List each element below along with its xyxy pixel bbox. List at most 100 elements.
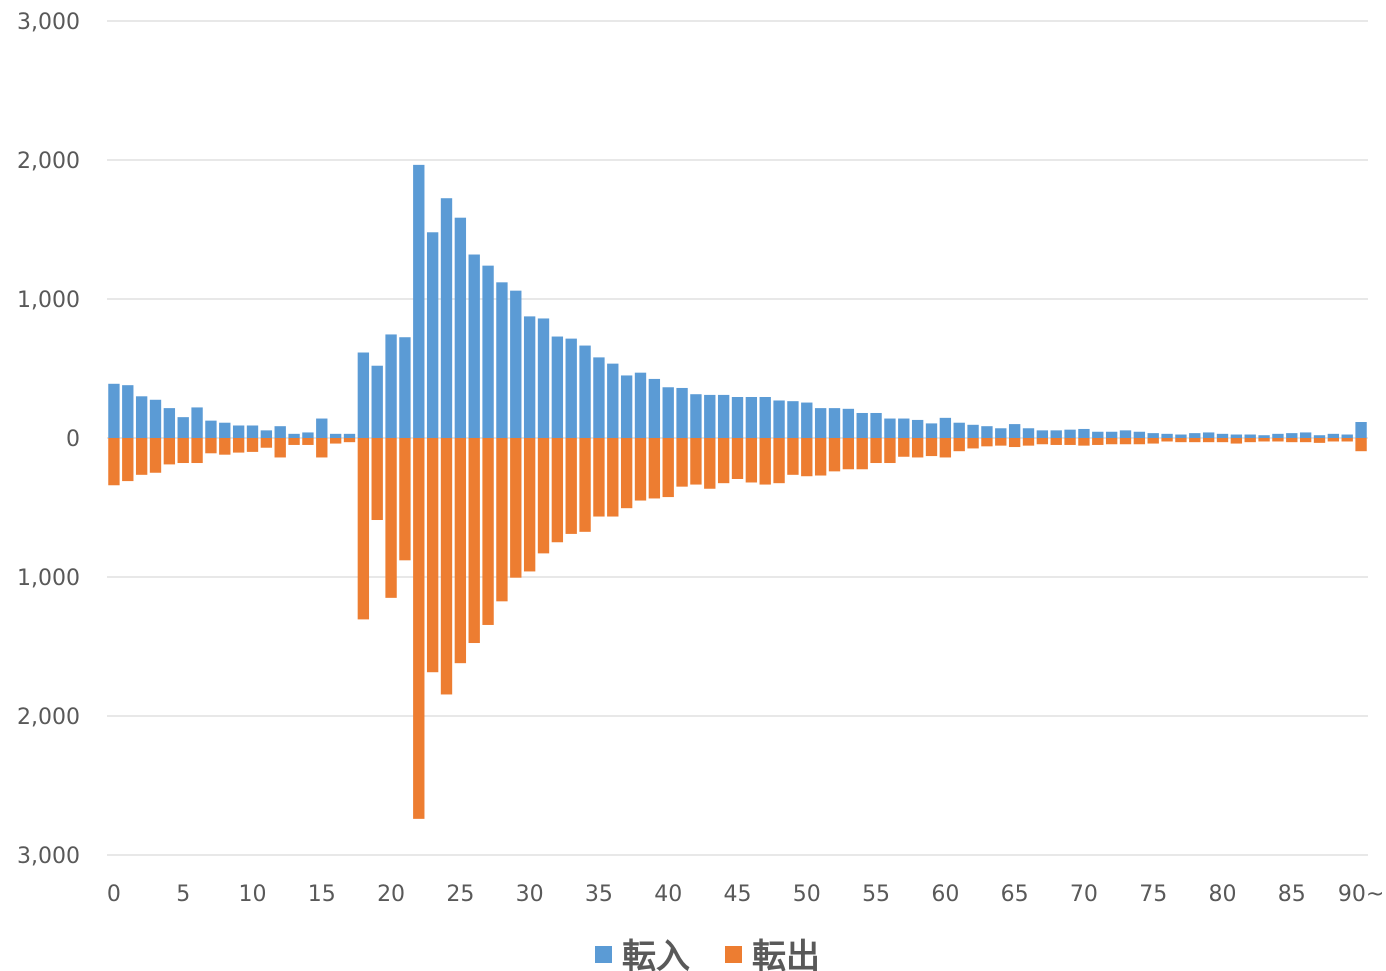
inflow-bar-3: [149, 399, 162, 438]
outflow-bar-64: [995, 438, 1007, 446]
inflow-bar-74: [1133, 431, 1146, 438]
outflow-bar-32: [551, 438, 564, 543]
inflow-bar-12: [274, 426, 286, 438]
outflow-bar-30: [523, 438, 536, 572]
outflow-bar-4: [163, 438, 176, 465]
outflow-bar-12: [274, 438, 286, 458]
inflow-bar-40: [662, 387, 674, 438]
outflow-bar-69: [1064, 438, 1076, 445]
inflow-bar-14: [302, 432, 314, 438]
outflow-bar-23: [426, 438, 439, 673]
x-tick-label: 90~: [1338, 882, 1384, 907]
y-tick-label: 2,000: [17, 705, 80, 730]
inflow-bar-70: [1078, 428, 1090, 438]
outflow-bar-8: [219, 438, 231, 455]
outflow-bar-57: [898, 438, 910, 457]
x-tick-label: 85: [1278, 882, 1306, 907]
outflow-bar-90~: [1355, 438, 1367, 452]
outflow-bar-22: [413, 438, 425, 819]
inflow-bar-11: [260, 430, 273, 438]
inflow-bar-75: [1147, 433, 1159, 438]
outflow-bar-55: [870, 438, 882, 464]
inflow-bar-44: [717, 394, 730, 438]
inflow-bar-13: [288, 433, 300, 438]
inflow-bar-52: [828, 408, 841, 438]
outflow-bar-77: [1175, 438, 1187, 443]
inflow-bar-71: [1092, 431, 1104, 438]
outflow-bar-73: [1119, 438, 1132, 445]
outflow-bar-44: [717, 438, 730, 484]
outflow-bar-13: [288, 438, 300, 445]
inflow-bar-72: [1105, 431, 1118, 438]
outflow-bar-46: [745, 438, 758, 483]
outflow-bar-43: [704, 438, 716, 489]
outflow-bar-79: [1202, 438, 1215, 443]
x-tick-label: 10: [239, 882, 267, 907]
x-tick-label: 30: [516, 882, 544, 907]
series-inflow-bars: [108, 164, 1367, 439]
inflow-bar-7: [205, 420, 217, 439]
inflow-bar-47: [759, 397, 771, 438]
legend-swatch-inflow: [595, 946, 612, 963]
inflow-bar-16: [329, 433, 342, 438]
x-tick-label: 5: [176, 882, 190, 907]
outflow-bar-58: [911, 438, 924, 458]
outflow-bar-63: [981, 438, 993, 447]
inflow-bar-31: [537, 318, 550, 438]
outflow-bar-11: [260, 438, 273, 448]
x-tick-label: 75: [1139, 882, 1167, 907]
inflow-bar-66: [1022, 428, 1035, 438]
outflow-bar-59: [925, 438, 938, 457]
inflow-bar-25: [454, 217, 467, 438]
outflow-bar-60: [939, 438, 952, 458]
outflow-bar-47: [759, 438, 771, 485]
y-tick-label: 0: [66, 427, 80, 452]
outflow-bar-40: [662, 438, 674, 498]
outflow-bar-86: [1299, 438, 1312, 443]
inflow-bar-43: [704, 394, 716, 438]
inflow-bar-10: [246, 425, 259, 438]
inflow-bar-29: [510, 290, 522, 438]
outflow-bar-35: [593, 438, 605, 517]
inflow-bar-46: [745, 397, 758, 438]
outflow-bar-0: [108, 438, 120, 486]
inflow-bar-85: [1286, 433, 1298, 438]
x-tick-label: 45: [724, 882, 752, 907]
outflow-bar-24: [440, 438, 453, 695]
inflow-bar-86: [1299, 432, 1312, 438]
legend-swatch-outflow: [725, 946, 742, 963]
inflow-bar-69: [1064, 429, 1076, 438]
legend-item-inflow: 転入: [595, 937, 690, 971]
x-tick-label: 25: [446, 882, 474, 907]
inflow-bar-36: [607, 363, 619, 438]
outflow-bar-62: [967, 438, 979, 449]
outflow-bar-61: [953, 438, 965, 452]
outflow-bar-83: [1258, 438, 1270, 442]
outflow-bar-75: [1147, 438, 1159, 444]
inflow-bar-87: [1313, 435, 1326, 438]
inflow-bar-20: [385, 334, 397, 438]
inflow-bar-9: [232, 425, 245, 438]
legend: 転入 転出: [595, 937, 820, 971]
outflow-bar-38: [634, 438, 647, 501]
inflow-bar-63: [981, 426, 993, 438]
inflow-bar-41: [676, 387, 688, 438]
outflow-bar-51: [814, 438, 827, 476]
inflow-bar-76: [1161, 433, 1173, 438]
inflow-bar-83: [1258, 435, 1270, 438]
outflow-bar-70: [1078, 438, 1090, 446]
outflow-bar-89: [1341, 438, 1353, 442]
outflow-bar-84: [1272, 438, 1284, 442]
inflow-bar-56: [884, 418, 896, 438]
inflow-bar-58: [911, 419, 924, 438]
inflow-bar-68: [1050, 430, 1062, 438]
inflow-bar-77: [1175, 434, 1187, 438]
x-tick-label: 55: [862, 882, 890, 907]
outflow-bar-28: [496, 438, 508, 602]
outflow-bar-39: [648, 438, 661, 499]
outflow-bar-6: [191, 438, 203, 464]
outflow-bar-27: [482, 438, 494, 625]
y-tick-label: 1,000: [17, 288, 80, 313]
outflow-bar-54: [856, 438, 868, 470]
outflow-bar-26: [468, 438, 480, 644]
